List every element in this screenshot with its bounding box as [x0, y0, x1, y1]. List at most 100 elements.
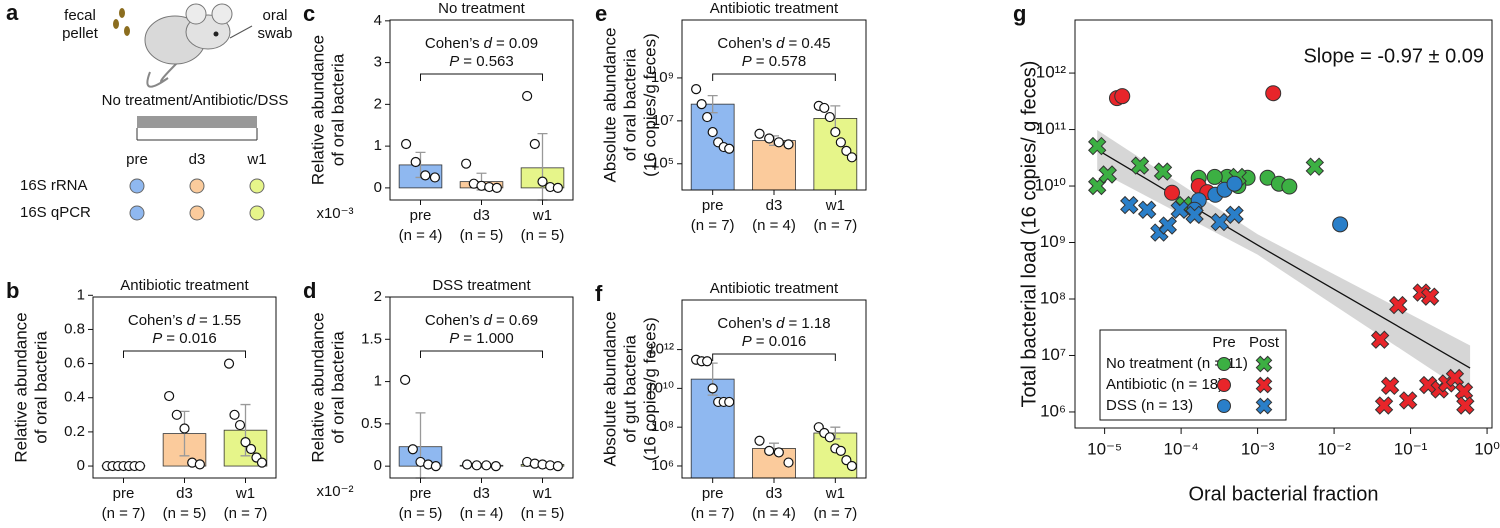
sample-size: (n = 5)	[163, 505, 207, 522]
data-point	[245, 443, 257, 455]
p-value: P = 0.563	[449, 53, 513, 70]
sample-size: (n = 7)	[691, 217, 735, 234]
pellet-label: fecal	[64, 7, 96, 24]
x-tick-label: w1	[235, 485, 255, 502]
x-tick-label: 10⁻¹	[1394, 439, 1428, 458]
x-tick-label: 10⁰	[1474, 439, 1500, 458]
p-value-text: = 0.563	[463, 53, 513, 70]
y-axis-label: Relative abundance	[308, 35, 327, 185]
data-point	[491, 182, 502, 193]
y-axis-label: of gut bacteria	[620, 335, 639, 443]
x-tick-label: pre	[113, 485, 135, 502]
chart-title: Antibiotic treatment	[710, 0, 839, 17]
effect-size: Cohen’s d = 1.55	[128, 312, 241, 329]
data-point	[179, 423, 190, 434]
post-point	[1374, 396, 1394, 415]
y-tick-label: 10⁶	[1040, 401, 1066, 420]
post-point	[1185, 205, 1204, 224]
panel-letter: a	[6, 0, 19, 25]
y-axis-label: of oral bacteria	[328, 53, 347, 166]
sample-dot	[249, 178, 265, 194]
y-axis-label: (16 copies/g feces)	[640, 33, 659, 177]
y-tick-label: 0.2	[64, 423, 85, 440]
post-point	[1137, 200, 1157, 219]
data-point	[824, 432, 835, 443]
data-point	[764, 133, 775, 144]
effect-value: = 0.69	[496, 312, 538, 329]
effect-size: Cohen’s d = 0.69	[425, 312, 538, 329]
y-tick-label: 1	[77, 286, 85, 303]
data-point	[537, 176, 548, 187]
y-tick-label: 0.4	[64, 389, 85, 406]
y-tick-label: 10⁷	[652, 112, 674, 129]
effect-value: = 0.09	[496, 35, 538, 52]
data-point	[702, 356, 713, 367]
significance-bracket	[712, 353, 836, 361]
x-tick-label: 10⁻⁴	[1164, 439, 1199, 458]
mouse-ear	[185, 3, 207, 25]
post-point	[1398, 391, 1418, 410]
post-point	[1088, 176, 1107, 196]
data-point	[410, 156, 421, 168]
post-point	[1305, 157, 1325, 176]
p-value: P = 1.000	[449, 330, 513, 347]
sample-size: (n = 7)	[813, 217, 857, 234]
y-axis-label: Relative abundance	[308, 312, 327, 462]
data-point	[552, 461, 563, 472]
data-point	[846, 152, 857, 163]
axis-multiplier: x10⁻²	[316, 483, 353, 500]
effect-label: Cohen’s	[425, 312, 480, 329]
mouse-ear	[211, 3, 233, 25]
panel-letter: c	[303, 1, 315, 26]
post-point	[1088, 136, 1107, 156]
data-point	[522, 90, 533, 102]
significance-bracket	[420, 350, 543, 358]
legend-pre	[1217, 399, 1231, 413]
p-symbol: P	[449, 330, 459, 347]
effect-value: = 0.45	[788, 35, 830, 52]
x-tick-label: d3	[176, 485, 193, 502]
sample-size: (n = 7)	[813, 505, 857, 522]
sample-size: (n = 4)	[752, 217, 796, 234]
legend-label: No treatment (n = 11)	[1106, 355, 1248, 372]
effect-label: Cohen’s	[717, 315, 772, 332]
data-point	[702, 111, 713, 123]
post-point	[1456, 396, 1475, 415]
post-point	[1153, 162, 1173, 181]
effect-symbol: d	[776, 315, 785, 332]
data-point	[240, 437, 251, 448]
data-point	[707, 126, 718, 138]
p-value-text: = 0.016	[756, 333, 806, 350]
p-symbol: P	[152, 330, 162, 347]
x-axis-label: Oral bacterial fraction	[1188, 483, 1378, 505]
data-point	[194, 459, 205, 470]
legend-post	[1255, 355, 1273, 373]
y-tick-label: 10¹⁰	[646, 379, 674, 396]
pellet	[119, 8, 125, 18]
post-point	[1370, 330, 1390, 349]
confidence-band	[1097, 130, 1471, 395]
swab-label: oral	[262, 7, 287, 24]
y-tick-label: 0.5	[361, 415, 382, 432]
data-point	[256, 457, 268, 468]
data-point	[461, 158, 472, 169]
data-point	[846, 460, 857, 472]
plot-frame	[681, 19, 867, 191]
x-tick-label: w1	[532, 485, 552, 502]
x-tick-label: w1	[825, 197, 845, 214]
data-point	[420, 170, 431, 181]
x-tick-label: 10⁻⁵	[1087, 439, 1122, 458]
legend-label: Antibiotic (n = 18)	[1106, 376, 1223, 393]
post-point	[1420, 287, 1440, 306]
panel-letter: d	[303, 278, 316, 303]
x-tick-label: w1	[532, 207, 552, 224]
y-tick-label: 4	[374, 12, 382, 29]
pre-point	[1163, 184, 1180, 201]
sample-size: (n = 7)	[691, 505, 735, 522]
data-point	[229, 409, 240, 420]
effect-value: = 1.55	[199, 312, 241, 329]
pre-point	[1332, 216, 1349, 233]
sample-dot	[189, 205, 205, 221]
pre-point	[1226, 175, 1243, 192]
